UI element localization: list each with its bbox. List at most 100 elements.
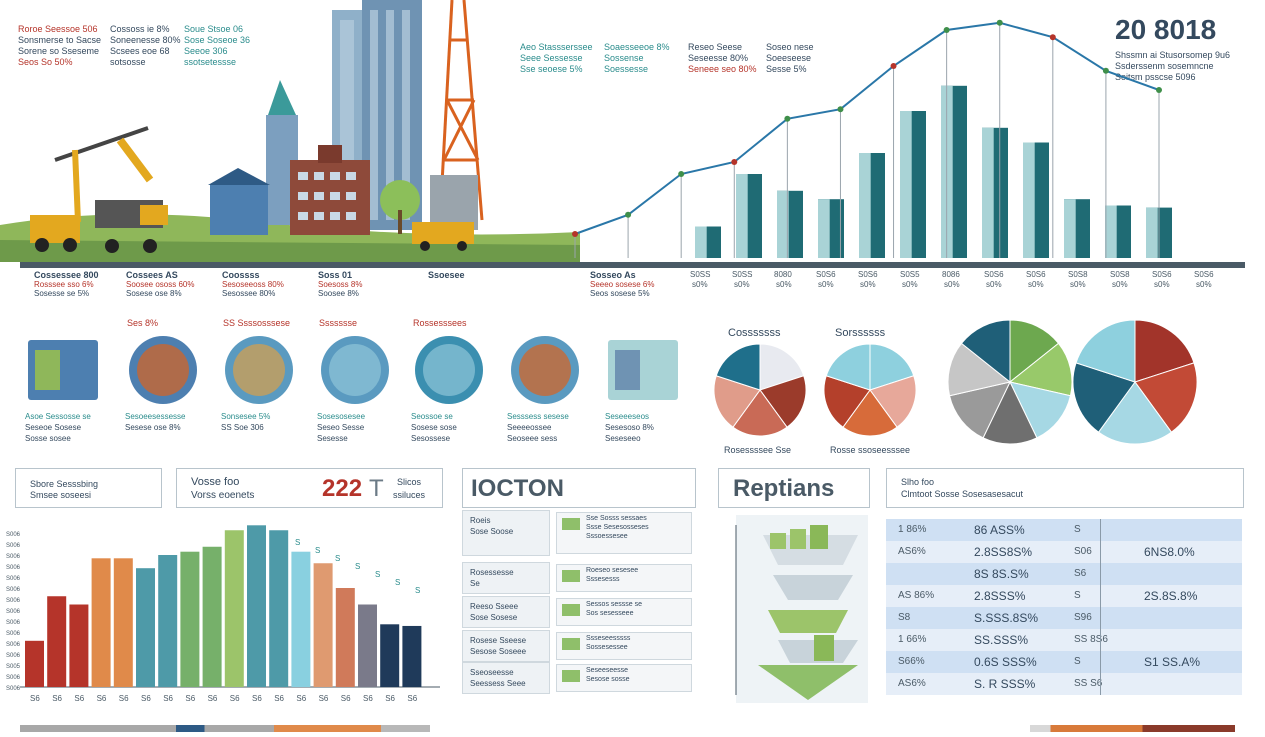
icon-card-line: Sosesosesee bbox=[317, 412, 366, 421]
table-cell-c3: S06 bbox=[1074, 546, 1092, 557]
note-line: Sesse 5% bbox=[766, 64, 807, 74]
icon-card-line: Sosese sose bbox=[411, 423, 457, 432]
icon-card-line: Sesese ose 8% bbox=[125, 423, 181, 432]
box2-side2: ssiluces bbox=[393, 490, 426, 500]
note-line: Seseesse 80% bbox=[688, 53, 749, 63]
note-line: Seee Sessesse bbox=[520, 53, 583, 63]
icon-illustration bbox=[608, 340, 678, 400]
box5-line2: Clmtoot Sosse Sosesasesacut bbox=[901, 489, 1024, 499]
city-illustration bbox=[0, 0, 580, 262]
icon-illustration bbox=[129, 336, 197, 404]
table-cell-c4: 2S.8S.8% bbox=[1144, 589, 1198, 603]
y-axis-label: S006 bbox=[6, 554, 21, 560]
tick-label-top: S0S6 bbox=[1152, 270, 1172, 279]
y-axis-label: S006 bbox=[6, 620, 21, 626]
tick-label-top: S0S6 bbox=[1026, 270, 1046, 279]
note-line: Roroe Seessoe 506 bbox=[18, 24, 98, 34]
table-cell-c4: 6NS8.0% bbox=[1144, 545, 1195, 559]
icon-card-line: Seseseeo bbox=[605, 434, 641, 443]
trend-point bbox=[943, 27, 950, 33]
icon-card-line: Sosse sosee bbox=[25, 434, 71, 443]
axis-label-line: Seos sosese 5% bbox=[590, 289, 650, 298]
info-box-3: IOCTON bbox=[462, 468, 696, 508]
icon-card-title: Ssssssse bbox=[319, 318, 358, 328]
x-axis-label: S6 bbox=[407, 694, 417, 703]
trend-point bbox=[1049, 34, 1056, 41]
bottom-bar bbox=[25, 640, 44, 687]
icon-illustration bbox=[225, 336, 293, 404]
pie-slice bbox=[1009, 319, 1060, 384]
table-cell-c1: 1 66% bbox=[898, 634, 927, 645]
icon-card-line: SS Soe 306 bbox=[221, 423, 264, 432]
icon-card: Ses 8% Sesoeesessesse Sesese ose 8% bbox=[115, 312, 213, 462]
bottom-bar bbox=[136, 568, 155, 687]
x-axis-label: S6 bbox=[363, 694, 373, 703]
info-box-5: Slho foo Clmtoot Sosse Sosesasesacut bbox=[886, 468, 1244, 508]
note-line: Scsees eoe 68 bbox=[110, 46, 170, 56]
pie-slice bbox=[759, 343, 805, 391]
y-axis-label: S006 bbox=[6, 642, 21, 648]
top-bar-highlight bbox=[859, 153, 871, 258]
table-cell-c1: S66% bbox=[898, 656, 925, 667]
color-strip-left bbox=[20, 725, 430, 732]
axis-label-line: Soosee 8% bbox=[318, 289, 359, 298]
list-row-label-box bbox=[462, 510, 550, 556]
trend-point bbox=[731, 159, 738, 165]
x-axis-label: S6 bbox=[296, 694, 306, 703]
top-mid-notes: Aeo Stassserssee Seee Sessesse Sse seoes… bbox=[520, 42, 840, 82]
pie-slice bbox=[842, 389, 898, 437]
top-bar-highlight bbox=[982, 127, 994, 258]
x-axis-label: S6 bbox=[274, 694, 284, 703]
y-axis-label: S006 bbox=[6, 598, 21, 604]
y-axis-label: S006 bbox=[6, 543, 21, 549]
info-box-2: Vosse foo Vorss eoenets 222 T Slicos ssi… bbox=[176, 468, 443, 508]
table-cell-c2: 86 ASS% bbox=[974, 523, 1025, 537]
note-line: Sse seoese 5% bbox=[520, 64, 583, 74]
pie-caption-1: Rosessssee Sse bbox=[724, 445, 792, 455]
bottom-bar bbox=[402, 625, 422, 687]
table-row: 1 66% SS.SSS% SS 8S6 bbox=[886, 629, 1242, 652]
icon-card-line: Sesoeesessesse bbox=[125, 412, 186, 421]
top-trend-line bbox=[574, 21, 1160, 235]
table-cell-c3: S6 bbox=[1074, 568, 1087, 579]
bottom-bar bbox=[358, 604, 377, 687]
icon-card-line: Sesossese bbox=[411, 434, 451, 443]
axis-label-group: Coossss Sesoseeoss 80% Sesossee 80% bbox=[222, 270, 332, 298]
axis-label-group: Cossessee 800 Rosssee sso 6% Sosesse se 5% bbox=[34, 270, 144, 298]
icon-card: SS Ssssosssese Sonsesee 5% SS Soe 306 bbox=[211, 312, 309, 462]
trend-point bbox=[1156, 87, 1162, 93]
box2-number-suffix: T bbox=[369, 475, 384, 502]
table-cell-c1: AS 86% bbox=[898, 590, 935, 601]
list-row-detail: Roeseo sesesee bbox=[586, 567, 639, 574]
note-line: Sossense bbox=[604, 53, 644, 63]
note-block-7: Soseo nese Soeeseese Sesse 5% bbox=[766, 42, 814, 75]
trend-point bbox=[890, 63, 897, 69]
bottom-bar bbox=[291, 551, 311, 687]
table-divider bbox=[1100, 541, 1101, 563]
table-cell-c3: S bbox=[1074, 656, 1081, 667]
tick-label-bottom: s0% bbox=[860, 280, 876, 289]
pie-title-2: Sorssssss bbox=[835, 327, 886, 339]
note-line: Soaesseeoe 8% bbox=[604, 42, 670, 52]
bar-top-label: S bbox=[395, 578, 400, 587]
icon-card-line: Seeeeossee bbox=[507, 423, 552, 432]
box4-title: Reptians bbox=[733, 475, 835, 502]
bottom-bar bbox=[224, 530, 244, 687]
list-row-detail: Ssseseesssss bbox=[586, 635, 631, 642]
trend-point bbox=[996, 19, 1003, 26]
table-cell-c2: SS.SSS% bbox=[974, 633, 1029, 647]
y-axis-label: S006 bbox=[6, 653, 21, 659]
list-row-label: Sseoseesse bbox=[470, 668, 514, 677]
top-bar-highlight bbox=[1064, 199, 1076, 258]
note-line: Soessesse bbox=[604, 64, 649, 74]
list-row-label: Rosese Sseese bbox=[470, 636, 527, 645]
table-divider bbox=[1100, 519, 1101, 541]
top-bar-highlight bbox=[900, 111, 912, 258]
icon-illustration bbox=[321, 336, 389, 404]
table-cell-c3: S bbox=[1074, 590, 1081, 601]
x-axis-label: S6 bbox=[185, 694, 195, 703]
pie-slice bbox=[869, 343, 915, 391]
axis-label-line: Sosesse se 5% bbox=[34, 289, 90, 298]
year-title: 20 8018 bbox=[1115, 14, 1217, 45]
list-row-detail: Sossesessee bbox=[586, 644, 628, 651]
